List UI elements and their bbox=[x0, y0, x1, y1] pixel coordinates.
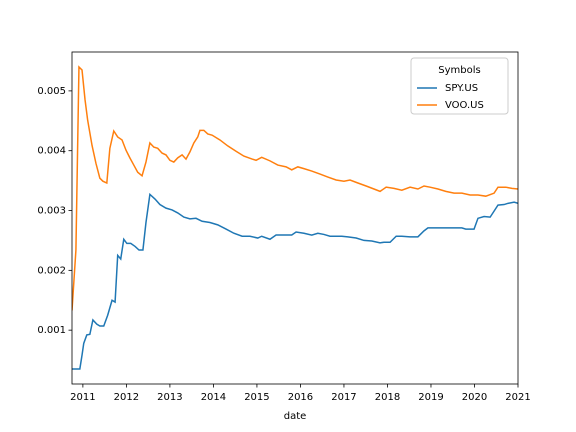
y-tick-label: 0.004 bbox=[37, 146, 66, 157]
x-tick-label: 2016 bbox=[288, 392, 313, 403]
x-tick-label: 2014 bbox=[201, 392, 226, 403]
x-tick-label: 2015 bbox=[244, 392, 269, 403]
x-tick-label: 2020 bbox=[462, 392, 487, 403]
x-tick-label: 2021 bbox=[505, 392, 530, 403]
series-line bbox=[72, 192, 518, 370]
y-tick-label: 0.003 bbox=[37, 206, 66, 217]
legend-label: VOO.US bbox=[445, 100, 484, 111]
axes-frame bbox=[71, 51, 519, 385]
y-tick-label: 0.001 bbox=[37, 325, 66, 336]
legend-box bbox=[410, 57, 509, 115]
series-line bbox=[72, 65, 518, 311]
x-axis-label: date bbox=[284, 411, 307, 422]
x-tick-label: 2017 bbox=[331, 392, 356, 403]
x-tick-label: 2019 bbox=[418, 392, 443, 403]
y-tick-label: 0.002 bbox=[37, 265, 66, 276]
legend: Symbols SPY.US VOO.US bbox=[410, 57, 509, 115]
legend-label: SPY.US bbox=[445, 83, 478, 94]
lines bbox=[72, 65, 518, 370]
x-tick-label: 2018 bbox=[375, 392, 400, 403]
x-tick-label: 2011 bbox=[70, 392, 95, 403]
x-tick-label: 2013 bbox=[157, 392, 182, 403]
legend-title: Symbols bbox=[438, 65, 480, 76]
x-tick-label: 2012 bbox=[114, 392, 139, 403]
y-tick-label: 0.005 bbox=[37, 86, 66, 97]
